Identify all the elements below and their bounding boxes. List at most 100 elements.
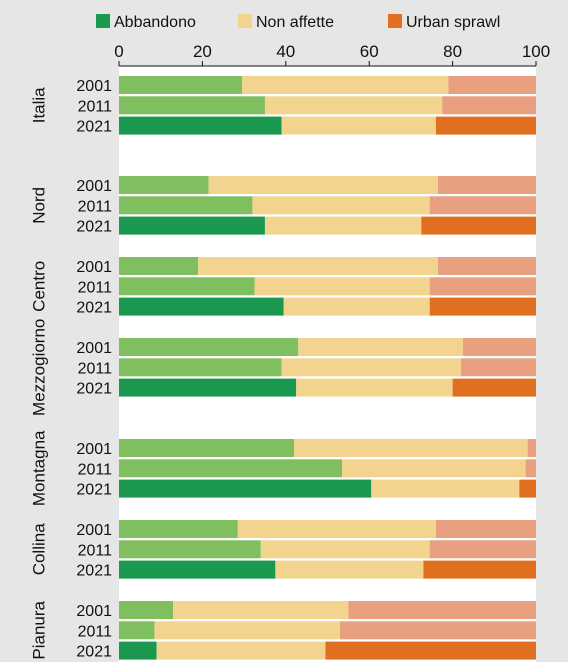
bar-nord-2021-urban-sprawl: [421, 216, 536, 235]
x-tick-label-60: 60: [360, 42, 379, 61]
year-label-italia-2011: 2011: [78, 98, 113, 115]
bar-centro-2011-abbandono: [119, 277, 255, 296]
bar-montagna-2021-abbandono: [119, 479, 372, 498]
bar-nord-2001-urban-sprawl: [438, 176, 536, 194]
bar-collina-2021-urban-sprawl: [423, 560, 536, 579]
bar-pianura-2001-non-affette: [173, 601, 349, 619]
bar-mezzogiorno-2021-non-affette: [296, 378, 453, 397]
bar-italia-2021-urban-sprawl: [435, 116, 536, 135]
year-label-italia-2001: 2001: [76, 78, 112, 95]
group-label-centro: Centro: [29, 261, 48, 312]
bar-nord-2001-non-affette: [208, 176, 439, 194]
x-tick-label-20: 20: [193, 42, 212, 61]
group-label-mezzogiorno: Mezzogiorno: [29, 319, 48, 416]
bar-centro-2001-non-affette: [198, 257, 439, 275]
year-label-collina-2021: 2021: [76, 563, 112, 580]
bar-collina-2001-non-affette: [237, 520, 436, 538]
bar-centro-2001-urban-sprawl: [438, 257, 536, 275]
bar-pianura-2001-abbandono: [119, 601, 174, 619]
year-label-nord-2021: 2021: [76, 219, 112, 236]
group-label-pianura: Pianura: [29, 600, 48, 659]
bar-pianura-2021-non-affette: [156, 641, 326, 660]
bar-mezzogiorno-2011-abbandono: [119, 358, 282, 377]
legend-item-urban-sprawl-swatch: [388, 14, 402, 28]
bar-mezzogiorno-2021-urban-sprawl: [452, 378, 536, 397]
bar-centro-2021-non-affette: [283, 297, 430, 316]
year-label-nord-2011: 2011: [78, 198, 113, 215]
x-tick-label-80: 80: [443, 42, 462, 61]
bar-italia-2021-non-affette: [281, 116, 436, 135]
legend-item-non-affette-label: Non affette: [256, 14, 334, 31]
year-label-montagna-2001: 2001: [76, 441, 112, 458]
bar-centro-2021-abbandono: [119, 297, 284, 316]
bar-collina-2011-abbandono: [119, 540, 261, 559]
x-tick-label-40: 40: [276, 42, 295, 61]
bar-montagna-2011-urban-sprawl: [525, 459, 536, 478]
bar-centro-2011-urban-sprawl: [429, 277, 536, 296]
bar-montagna-2011-abbandono: [119, 459, 343, 478]
group-label-nord: Nord: [29, 187, 48, 224]
bar-pianura-2011-non-affette: [154, 621, 341, 640]
bar-pianura-2001-urban-sprawl: [348, 601, 536, 619]
bar-collina-2021-non-affette: [275, 560, 424, 579]
bar-pianura-2021-urban-sprawl: [325, 641, 536, 660]
year-label-pianura-2021: 2021: [76, 644, 112, 661]
bar-collina-2001-urban-sprawl: [435, 520, 536, 538]
bar-collina-2021-abbandono: [119, 560, 276, 579]
legend-item-abbandono-swatch: [96, 14, 110, 28]
bar-mezzogiorno-2021-abbandono: [119, 378, 297, 397]
group-label-montagna: Montagna: [29, 430, 48, 506]
bar-pianura-2021-abbandono: [119, 641, 157, 660]
bar-mezzogiorno-2011-urban-sprawl: [460, 358, 536, 377]
year-label-nord-2001: 2001: [76, 178, 112, 195]
bar-montagna-2011-non-affette: [342, 459, 526, 478]
bar-montagna-2021-urban-sprawl: [519, 479, 536, 498]
bar-centro-2021-urban-sprawl: [429, 297, 536, 316]
year-label-mezzogiorno-2001: 2001: [76, 340, 112, 357]
bar-centro-2001-abbandono: [119, 257, 199, 275]
x-tick-label-100: 100: [522, 42, 550, 61]
bar-nord-2021-non-affette: [264, 216, 422, 235]
year-label-pianura-2001: 2001: [76, 603, 112, 620]
bar-centro-2011-non-affette: [254, 277, 430, 296]
bar-mezzogiorno-2001-abbandono: [119, 338, 299, 356]
year-label-mezzogiorno-2011: 2011: [78, 360, 113, 377]
x-tick-label-0: 0: [114, 42, 123, 61]
group-label-collina: Collina: [29, 523, 48, 576]
legend-item-non-affette-swatch: [238, 14, 252, 28]
bar-pianura-2011-abbandono: [119, 621, 155, 640]
year-label-mezzogiorno-2021: 2021: [76, 381, 112, 398]
bar-italia-2011-abbandono: [119, 96, 265, 115]
year-label-centro-2001: 2001: [76, 259, 112, 276]
bar-collina-2011-urban-sprawl: [429, 540, 536, 559]
year-label-montagna-2011: 2011: [78, 461, 113, 478]
legend-item-abbandono-label: Abbandono: [114, 14, 196, 31]
bar-italia-2011-non-affette: [264, 96, 443, 115]
bar-montagna-2021-non-affette: [371, 479, 520, 498]
bar-collina-2011-non-affette: [260, 540, 430, 559]
year-label-pianura-2011: 2011: [78, 623, 113, 640]
bar-montagna-2001-abbandono: [119, 439, 295, 457]
bar-nord-2001-abbandono: [119, 176, 209, 194]
bar-mezzogiorno-2001-urban-sprawl: [463, 338, 536, 356]
year-label-italia-2021: 2021: [76, 119, 112, 136]
bar-mezzogiorno-2011-non-affette: [281, 358, 461, 377]
bar-mezzogiorno-2001-non-affette: [298, 338, 464, 356]
bar-montagna-2001-non-affette: [294, 439, 528, 457]
bar-italia-2021-abbandono: [119, 116, 282, 135]
bar-italia-2001-non-affette: [242, 76, 449, 94]
bar-italia-2011-urban-sprawl: [442, 96, 536, 115]
bar-italia-2001-urban-sprawl: [448, 76, 536, 94]
year-label-montagna-2021: 2021: [76, 482, 112, 499]
group-label-italia: Italia: [29, 87, 48, 123]
year-label-collina-2001: 2001: [76, 522, 112, 539]
bar-nord-2021-abbandono: [119, 216, 265, 235]
bar-montagna-2001-urban-sprawl: [527, 439, 536, 457]
bar-nord-2011-non-affette: [252, 196, 430, 215]
year-label-centro-2021: 2021: [76, 300, 112, 317]
year-label-centro-2011: 2011: [78, 279, 113, 296]
bar-nord-2011-abbandono: [119, 196, 253, 215]
bar-pianura-2011-urban-sprawl: [340, 621, 536, 640]
legend-item-urban-sprawl-label: Urban sprawl: [406, 14, 500, 31]
